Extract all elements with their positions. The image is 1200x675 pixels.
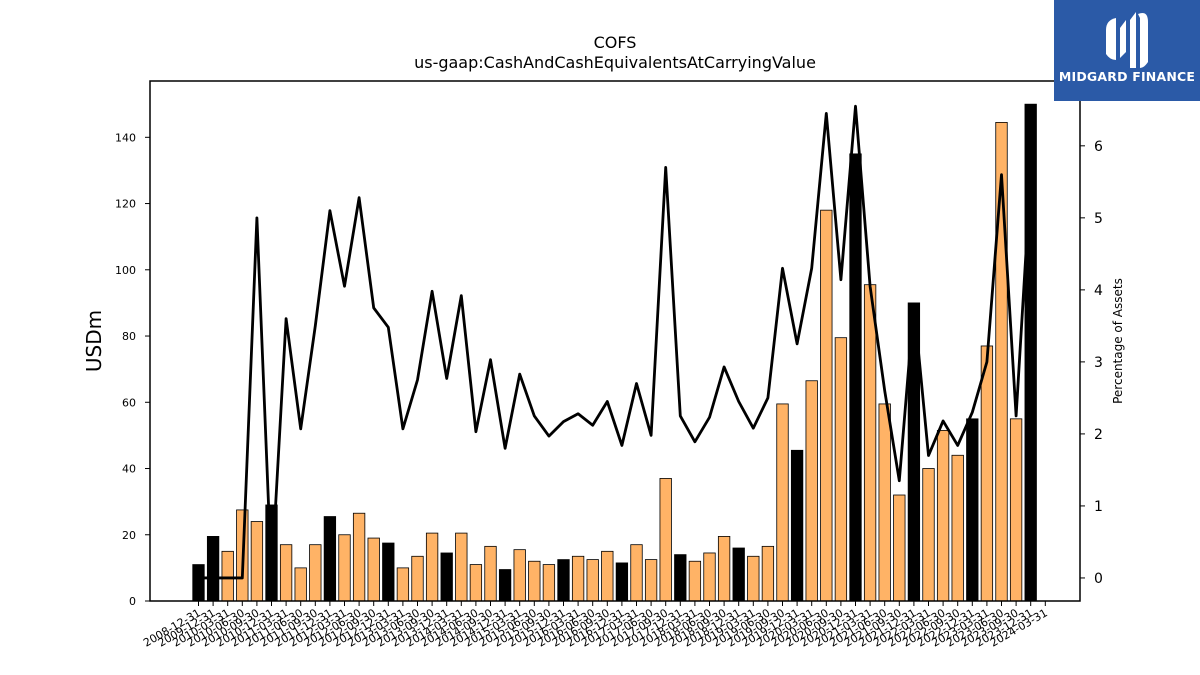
bar xyxy=(382,542,395,602)
bar xyxy=(761,545,775,602)
bar xyxy=(557,559,570,602)
bar xyxy=(776,403,789,602)
bar xyxy=(571,555,585,602)
y2-tick-label: 5 xyxy=(1094,211,1103,227)
bar xyxy=(206,536,220,602)
y-tick-label: 20 xyxy=(122,529,136,542)
percentage-line xyxy=(198,104,1033,580)
bar xyxy=(790,449,804,602)
bar xyxy=(528,560,541,602)
bar xyxy=(951,454,964,602)
y2-tick-label: 6 xyxy=(1094,139,1103,155)
bar xyxy=(250,521,264,602)
bar xyxy=(542,564,556,602)
y-tick-label: 100 xyxy=(115,264,136,277)
y-tick-label: 0 xyxy=(129,595,136,608)
y2-tick-label: 1 xyxy=(1094,499,1103,515)
bar xyxy=(352,512,366,602)
bar xyxy=(674,554,687,602)
bar xyxy=(688,560,702,602)
logo-text: MIDGARD FINANCE xyxy=(1058,69,1196,84)
chart-title: COFS xyxy=(594,33,637,52)
bar xyxy=(1009,418,1023,602)
bar xyxy=(221,550,234,602)
bar xyxy=(834,337,848,602)
bar xyxy=(425,532,439,602)
bar xyxy=(703,552,716,602)
bar xyxy=(659,478,672,602)
line-layer xyxy=(198,104,1033,580)
bar xyxy=(717,536,731,602)
bar xyxy=(878,403,891,602)
bar xyxy=(513,549,526,602)
bar xyxy=(338,534,351,602)
y-tick-label: 40 xyxy=(122,463,136,476)
bar xyxy=(980,345,994,602)
bar xyxy=(805,380,818,602)
bar xyxy=(922,468,935,602)
y-tick-label: 60 xyxy=(122,396,136,409)
bar xyxy=(411,555,424,602)
bar xyxy=(498,569,512,602)
bar xyxy=(440,552,453,602)
bar xyxy=(601,550,614,602)
chart-subtitle: us-gaap:CashAndCashEquivalentsAtCarrying… xyxy=(414,53,816,72)
bar xyxy=(966,418,979,602)
bar xyxy=(309,544,322,602)
bar xyxy=(936,430,950,602)
bar xyxy=(279,544,293,602)
y2-tick-label: 3 xyxy=(1094,355,1103,371)
bar xyxy=(323,516,337,602)
y-tick-label: 140 xyxy=(115,131,136,144)
x-axis: 2008-12-312009-12-312010-03-312010-06-30… xyxy=(141,601,1050,650)
bar xyxy=(747,555,760,602)
bar xyxy=(367,537,380,602)
y-axis-label: USDm xyxy=(82,310,106,372)
bar xyxy=(893,494,906,602)
y-tick-label: 120 xyxy=(115,198,136,211)
logo-mark-icon xyxy=(1106,12,1148,68)
y2-tick-label: 4 xyxy=(1094,283,1103,299)
y2-tick-label: 2 xyxy=(1094,427,1103,443)
bar xyxy=(294,567,307,602)
bar xyxy=(455,532,468,602)
brand-logo: MIDGARD FINANCE xyxy=(1054,0,1200,101)
bar xyxy=(732,547,745,602)
bar xyxy=(586,559,599,602)
right-axis: 0 1 2 3 4 5 6 xyxy=(1080,139,1103,587)
bar xyxy=(820,209,833,602)
bar xyxy=(630,544,643,602)
y2-axis-label: Percentage of Assets xyxy=(1111,278,1125,404)
bar xyxy=(192,564,205,602)
bar xyxy=(863,284,877,602)
bar xyxy=(644,559,658,602)
y2-tick-label: 0 xyxy=(1094,571,1103,587)
bar xyxy=(396,567,410,602)
left-axis: 0 20 40 60 80 100 120 140 xyxy=(115,131,150,608)
bar xyxy=(615,562,629,602)
bar xyxy=(484,545,497,602)
bar xyxy=(469,564,483,602)
plot-frame xyxy=(149,80,1081,602)
y-tick-label: 80 xyxy=(122,330,136,343)
bar xyxy=(849,153,862,602)
